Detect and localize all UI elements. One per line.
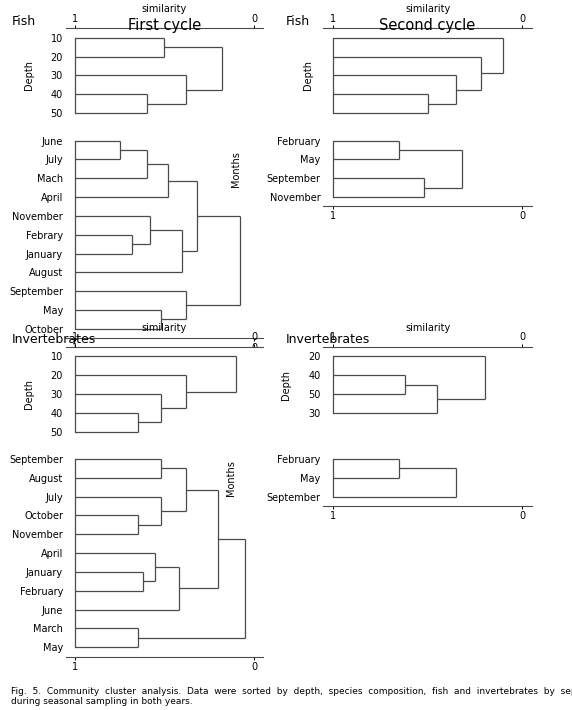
Y-axis label: Depth: Depth	[24, 379, 34, 409]
Y-axis label: Months: Months	[232, 151, 241, 187]
Text: Fish: Fish	[11, 15, 35, 28]
Text: Fig.  5.  Community  cluster  analysis.  Data  were  sorted  by  depth,  species: Fig. 5. Community cluster analysis. Data…	[11, 687, 572, 706]
Text: Invertebrates: Invertebrates	[11, 333, 96, 346]
X-axis label: similarity: similarity	[405, 4, 450, 14]
Y-axis label: Depth: Depth	[281, 369, 291, 400]
Y-axis label: Months: Months	[226, 460, 236, 496]
Y-axis label: Depth: Depth	[24, 60, 34, 90]
Text: First cycle: First cycle	[128, 18, 201, 33]
Text: Invertebrates: Invertebrates	[286, 333, 370, 346]
X-axis label: similarity: similarity	[405, 322, 450, 332]
Text: Second cycle: Second cycle	[379, 18, 476, 33]
Y-axis label: Depth: Depth	[304, 60, 313, 90]
Text: Fish: Fish	[286, 15, 310, 28]
X-axis label: similarity: similarity	[142, 322, 187, 332]
X-axis label: similarity: similarity	[142, 4, 187, 14]
